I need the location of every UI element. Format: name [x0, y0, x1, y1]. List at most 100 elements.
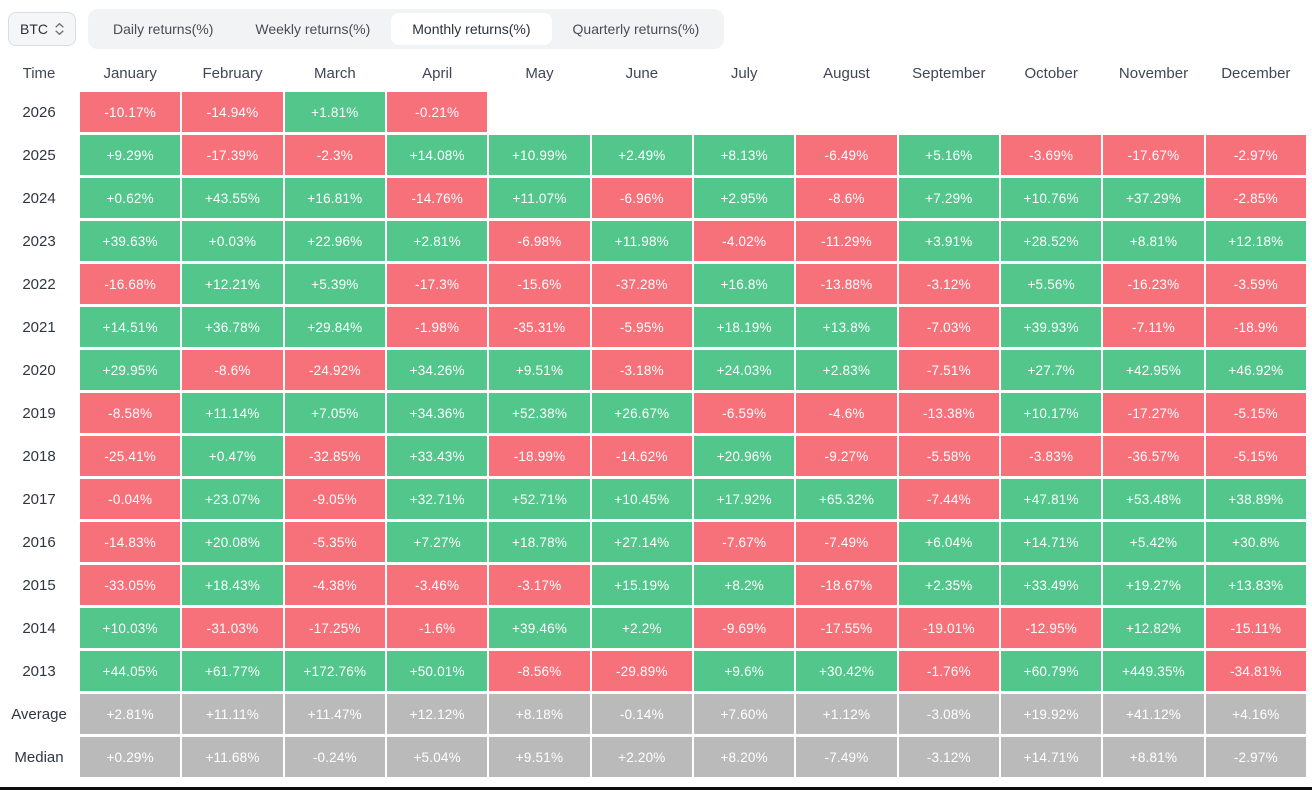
cell-2015-april: -3.46%	[387, 565, 488, 605]
cell-2021-june: -5.95%	[591, 307, 692, 347]
cell-2025-march: -2.3%	[284, 135, 385, 175]
cell-2014-september: -19.01%	[898, 608, 999, 648]
row-label-2026: 2026	[22, 103, 56, 121]
tab-daily-returns[interactable]: Daily returns(%)	[92, 13, 234, 45]
cell-2020-september: -7.51%	[898, 350, 999, 390]
row-label-2025: 2025	[22, 146, 56, 164]
cell-median-february: +11.68%	[182, 737, 283, 777]
cell-2020-january: +29.95%	[80, 350, 181, 390]
cell-2019-august: -4.6%	[796, 393, 897, 433]
header-may: May	[525, 65, 554, 82]
cell-2017-december: +38.89%	[1205, 479, 1306, 519]
cell-2016-may: +18.78%	[489, 522, 590, 562]
cell-2017-april: +32.71%	[387, 479, 488, 519]
cell-2023-may: -6.98%	[489, 221, 590, 261]
cell-2025-july: +8.13%	[694, 135, 795, 175]
cell-2024-april: -14.76%	[387, 178, 488, 218]
cell-2014-february: -31.03%	[182, 608, 283, 648]
cell-2025-december: -2.97%	[1205, 135, 1306, 175]
cell-2022-october: +5.56%	[1001, 264, 1102, 304]
row-label-2019: 2019	[22, 404, 56, 422]
symbol-select[interactable]: BTC	[8, 12, 76, 46]
cell-2013-september: -1.76%	[898, 651, 999, 691]
cell-2022-february: +12.21%	[182, 264, 283, 304]
cell-2021-march: +29.84%	[284, 307, 385, 347]
row-label-2014: 2014	[22, 619, 56, 637]
cell-2017-may: +52.71%	[489, 479, 590, 519]
cell-2023-january: +39.63%	[80, 221, 181, 261]
cell-2016-february: +20.08%	[182, 522, 283, 562]
cell-average-november: +41.12%	[1103, 694, 1204, 734]
cell-average-october: +19.92%	[1001, 694, 1102, 734]
cell-median-october: +14.71%	[1001, 737, 1102, 777]
cell-median-november: +8.81%	[1103, 737, 1204, 777]
cell-2019-october: +10.17%	[1001, 393, 1102, 433]
cell-median-september: -3.12%	[898, 737, 999, 777]
toolbar: BTC Daily returns(%) Weekly returns(%) Mon…	[0, 0, 1312, 54]
bottom-edge-divider	[0, 787, 1312, 790]
cell-2018-february: +0.47%	[182, 436, 283, 476]
header-june: June	[625, 65, 659, 82]
cell-2018-september: -5.58%	[898, 436, 999, 476]
cell-median-december: -2.97%	[1205, 737, 1306, 777]
cell-2025-january: +9.29%	[80, 135, 181, 175]
cell-average-march: +11.47%	[284, 694, 385, 734]
cell-2026-december	[1206, 92, 1306, 132]
cell-2019-november: -17.27%	[1103, 393, 1204, 433]
row-label-2021: 2021	[22, 318, 56, 336]
cell-2022-september: -3.12%	[898, 264, 999, 304]
row-label-2022: 2022	[22, 275, 56, 293]
cell-2026-august	[796, 92, 896, 132]
cell-2016-october: +14.71%	[1001, 522, 1102, 562]
cell-2018-august: -9.27%	[796, 436, 897, 476]
header-time: Time	[22, 65, 56, 82]
row-label-2024: 2024	[22, 189, 56, 207]
cell-2019-february: +11.14%	[182, 393, 283, 433]
cell-2020-june: -3.18%	[591, 350, 692, 390]
cell-2022-may: -15.6%	[489, 264, 590, 304]
cell-2022-january: -16.68%	[80, 264, 181, 304]
cell-2018-june: -14.62%	[591, 436, 692, 476]
tab-monthly-returns[interactable]: Monthly returns(%)	[391, 13, 552, 45]
cell-2015-may: -3.17%	[489, 565, 590, 605]
cell-2024-september: +7.29%	[898, 178, 999, 218]
cell-2022-august: -13.88%	[796, 264, 897, 304]
cell-2013-october: +60.79%	[1001, 651, 1102, 691]
cell-2022-november: -16.23%	[1103, 264, 1204, 304]
row-label-median: Median	[14, 748, 64, 766]
cell-2018-december: -5.15%	[1205, 436, 1306, 476]
tab-weekly-returns[interactable]: Weekly returns(%)	[234, 13, 391, 45]
cell-2020-april: +34.26%	[387, 350, 488, 390]
cell-2014-october: -12.95%	[1001, 608, 1102, 648]
cell-2021-december: -18.9%	[1205, 307, 1306, 347]
row-label-average: Average	[11, 705, 67, 723]
cell-2021-october: +39.93%	[1001, 307, 1102, 347]
row-label-2023: 2023	[22, 232, 56, 250]
cell-2016-december: +30.8%	[1205, 522, 1306, 562]
cell-2017-september: -7.44%	[898, 479, 999, 519]
cell-2016-september: +6.04%	[898, 522, 999, 562]
cell-2025-august: -6.49%	[796, 135, 897, 175]
cell-2015-july: +8.2%	[694, 565, 795, 605]
symbol-label: BTC	[20, 21, 48, 37]
cell-2023-november: +8.81%	[1103, 221, 1204, 261]
cell-2017-october: +47.81%	[1001, 479, 1102, 519]
cell-2025-october: -3.69%	[1001, 135, 1102, 175]
header-july: July	[730, 65, 758, 82]
cell-2024-december: -2.85%	[1205, 178, 1306, 218]
cell-2013-april: +50.01%	[387, 651, 488, 691]
cell-2018-april: +33.43%	[387, 436, 488, 476]
cell-2013-march: +172.76%	[284, 651, 385, 691]
cell-2024-january: +0.62%	[80, 178, 181, 218]
cell-2024-july: +2.95%	[694, 178, 795, 218]
cell-2023-june: +11.98%	[591, 221, 692, 261]
cell-2018-may: -18.99%	[489, 436, 590, 476]
cell-2022-march: +5.39%	[284, 264, 385, 304]
cell-2026-september	[899, 92, 999, 132]
cell-2026-july	[694, 92, 794, 132]
cell-average-september: -3.08%	[898, 694, 999, 734]
cell-average-february: +11.11%	[182, 694, 283, 734]
cell-2014-june: +2.2%	[591, 608, 692, 648]
cell-2015-december: +13.83%	[1205, 565, 1306, 605]
tab-quarterly-returns[interactable]: Quarterly returns(%)	[552, 13, 721, 45]
